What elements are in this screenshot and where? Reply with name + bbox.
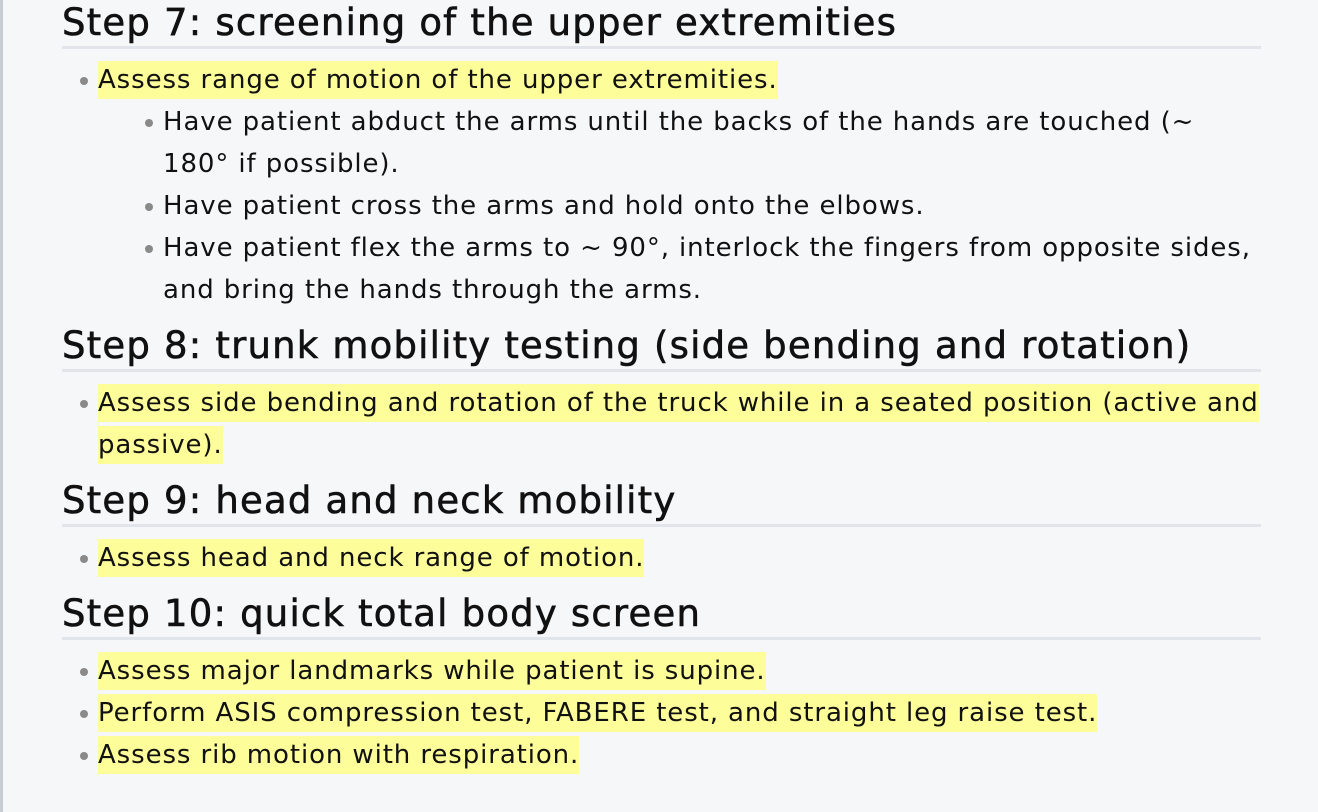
bullet-icon xyxy=(145,245,153,253)
section-heading-step-7: Step 7: screening of the upper extremiti… xyxy=(62,0,1261,49)
sub-item-text: Have patient cross the arms and hold ont… xyxy=(163,191,925,221)
document-content: Step 7: screening of the upper extremiti… xyxy=(62,0,1261,776)
sub-item-text: Have patient abduct the arms until the b… xyxy=(163,107,1195,179)
highlighted-text: Assess rib motion with respiration. xyxy=(98,736,580,774)
bullet-icon xyxy=(80,77,88,85)
bullet-icon xyxy=(80,555,88,563)
step-7-list: Assess range of motion of the upper extr… xyxy=(62,59,1261,311)
bullet-icon xyxy=(80,752,88,760)
list-item: Assess rib motion with respiration. xyxy=(62,734,1261,776)
page-left-border xyxy=(0,0,3,812)
list-item: Assess range of motion of the upper extr… xyxy=(62,59,1261,311)
bullet-icon xyxy=(145,119,153,127)
step-10-list: Assess major landmarks while patient is … xyxy=(62,650,1261,776)
highlighted-text: Assess range of motion of the upper extr… xyxy=(98,61,778,99)
highlighted-text: Assess major landmarks while patient is … xyxy=(98,652,766,690)
sub-list-item: Have patient flex the arms to ~ 90°, int… xyxy=(98,227,1261,311)
list-item: Perform ASIS compression test, FABERE te… xyxy=(62,692,1261,734)
highlighted-text: Assess head and neck range of motion. xyxy=(98,539,645,577)
list-item: Assess head and neck range of motion. xyxy=(62,537,1261,579)
bullet-icon xyxy=(80,668,88,676)
bullet-icon xyxy=(80,400,88,408)
highlighted-text: Assess side bending and rotation of the … xyxy=(98,384,1259,464)
step-9-list: Assess head and neck range of motion. xyxy=(62,537,1261,579)
bullet-icon xyxy=(80,710,88,718)
bullet-icon xyxy=(145,203,153,211)
list-item: Assess major landmarks while patient is … xyxy=(62,650,1261,692)
step-7-sublist: Have patient abduct the arms until the b… xyxy=(98,101,1261,311)
section-heading-step-8: Step 8: trunk mobility testing (side ben… xyxy=(62,323,1261,372)
sub-list-item: Have patient cross the arms and hold ont… xyxy=(98,185,1261,227)
sub-item-text: Have patient flex the arms to ~ 90°, int… xyxy=(163,233,1251,305)
step-8-list: Assess side bending and rotation of the … xyxy=(62,382,1261,466)
section-heading-step-10: Step 10: quick total body screen xyxy=(62,591,1261,640)
list-item: Assess side bending and rotation of the … xyxy=(62,382,1261,466)
highlighted-text: Perform ASIS compression test, FABERE te… xyxy=(98,694,1098,732)
sub-list-item: Have patient abduct the arms until the b… xyxy=(98,101,1261,185)
section-heading-step-9: Step 9: head and neck mobility xyxy=(62,478,1261,527)
